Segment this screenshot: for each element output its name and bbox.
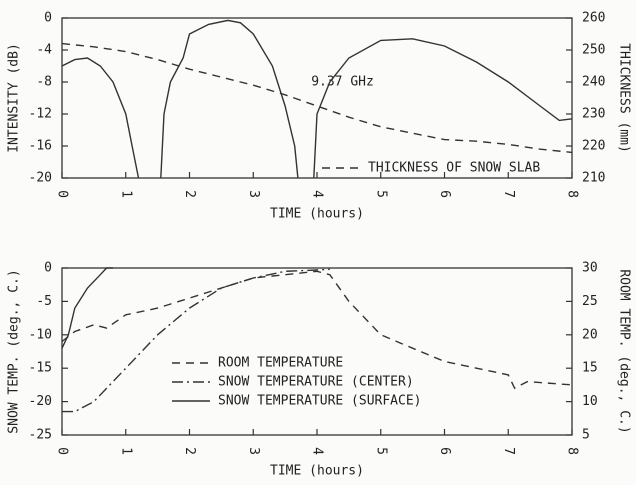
y-tick-label: -20 <box>29 171 52 186</box>
legend-label: SNOW TEMPERATURE (CENTER) <box>218 375 414 390</box>
y-tick-label: 0 <box>44 11 52 26</box>
y2-tick-label: 220 <box>582 139 605 154</box>
x-tick-label: 4 <box>310 190 325 198</box>
x-tick-label: 2 <box>182 447 197 455</box>
y-tick-label: -12 <box>29 107 52 122</box>
data-line <box>62 268 330 413</box>
y-tick-label: -4 <box>36 43 52 58</box>
y2-tick-label: 5 <box>582 428 590 443</box>
x-axis-label: TIME (hours) <box>270 207 364 222</box>
x-tick-label: 1 <box>118 190 133 198</box>
x-tick-label: 3 <box>246 447 261 455</box>
x-tick-label: 3 <box>246 190 261 198</box>
x-axis-label: TIME (hours) <box>270 464 364 479</box>
legend-label: SNOW TEMPERATURE (SURFACE) <box>218 394 422 409</box>
x-tick-label: 7 <box>501 190 516 198</box>
y-axis-label: INTENSITY (dB) <box>7 43 22 153</box>
x-tick-label: 8 <box>565 447 580 455</box>
y2-tick-label: 25 <box>582 294 598 309</box>
legend-label: ROOM TEMPERATURE <box>218 356 343 371</box>
x-tick-label: 0 <box>55 190 70 198</box>
data-line <box>61 19 573 179</box>
y2-tick-label: 20 <box>582 327 598 342</box>
y2-axis-label: ROOM TEMP. (deg., C.) <box>617 269 632 433</box>
y2-tick-label: 210 <box>582 171 605 186</box>
x-tick-label: 5 <box>373 447 388 455</box>
y-tick-label: -16 <box>29 139 52 154</box>
y2-tick-label: 230 <box>582 107 605 122</box>
y-axis-label: SNOW TEMP. (deg., C.) <box>7 269 22 433</box>
x-tick-label: 7 <box>501 447 516 455</box>
x-tick-label: 0 <box>55 447 70 455</box>
plot-frame <box>61 17 573 179</box>
x-tick-label: 5 <box>373 190 388 198</box>
annotation: 9.37 GHz <box>311 75 374 90</box>
y2-tick-label: 10 <box>582 394 598 409</box>
y-tick-label: -15 <box>29 361 52 376</box>
x-tick-label: 4 <box>310 447 325 455</box>
y-tick-label: -10 <box>29 327 52 342</box>
y2-tick-label: 260 <box>582 11 605 26</box>
x-tick-label: 2 <box>182 190 197 198</box>
x-tick-label: 6 <box>437 190 452 198</box>
y-tick-label: 0 <box>44 261 52 276</box>
y-tick-label: -20 <box>29 394 52 409</box>
plot-frame <box>61 267 573 436</box>
data-line <box>61 42 573 154</box>
y2-tick-label: 30 <box>582 261 598 276</box>
x-tick-label: 6 <box>437 447 452 455</box>
y-tick-label: -8 <box>36 75 52 90</box>
y2-tick-label: 240 <box>582 75 605 90</box>
data-line <box>61 270 573 390</box>
data-line <box>61 267 113 349</box>
y-tick-label: -5 <box>36 294 52 309</box>
x-tick-label: 1 <box>118 447 133 455</box>
y2-tick-label: 15 <box>582 361 598 376</box>
legend-label: THICKNESS OF SNOW SLAB <box>368 161 540 176</box>
x-tick-label: 8 <box>565 190 580 198</box>
y2-tick-label: 250 <box>582 43 605 58</box>
y-tick-label: -25 <box>29 428 52 443</box>
y2-axis-label: THICKNESS (mm) <box>617 43 632 153</box>
